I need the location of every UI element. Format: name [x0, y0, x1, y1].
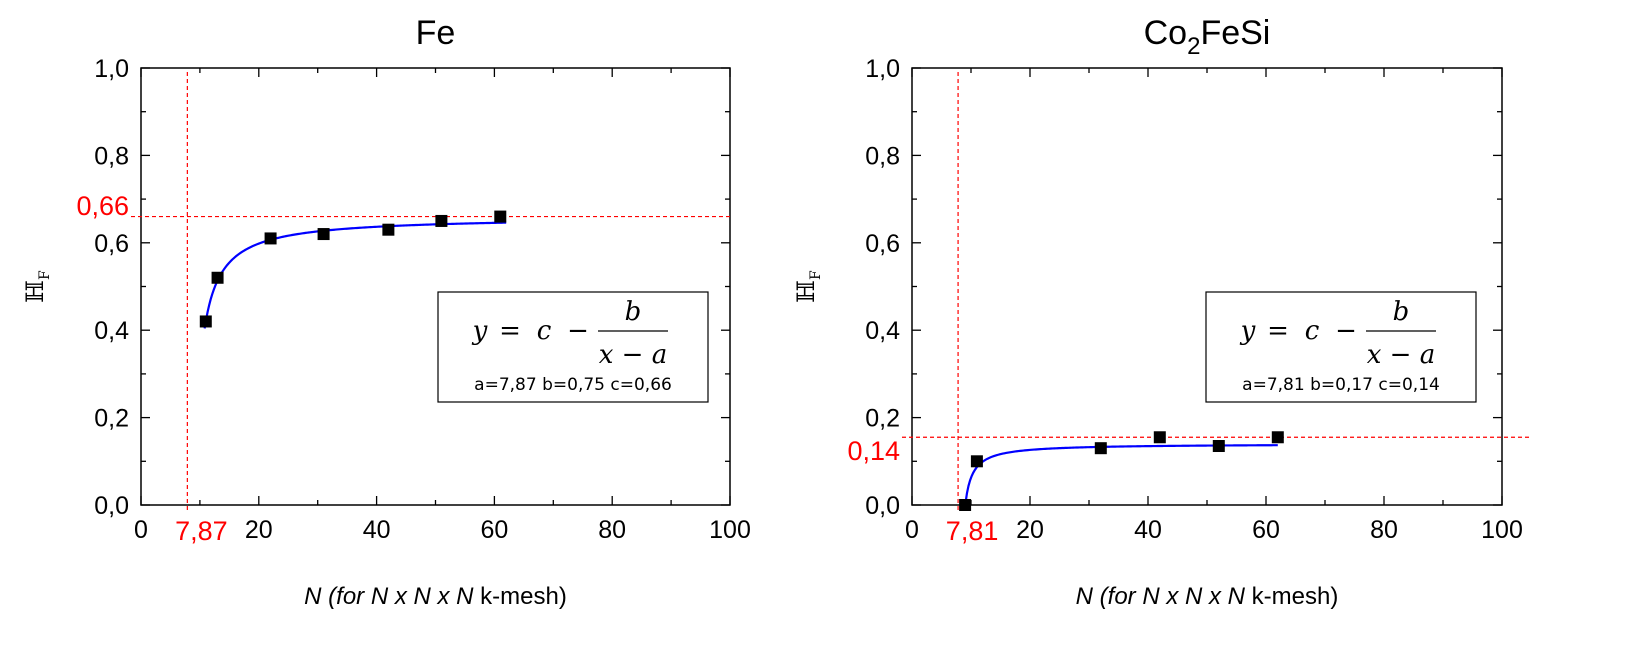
- y-axis-label: ℍF: [792, 270, 824, 303]
- asymptote-y-label: 0,66: [76, 191, 129, 221]
- chart-title: Fe: [416, 14, 456, 52]
- fit-parameters: a=7,87 b=0,75 c=0,66: [474, 375, 672, 395]
- formula-equals: =: [499, 316, 521, 346]
- chart-panel-1: Fe 0 20 40 60 80 100 0,0 0,2 0,4 0,6 0,8 1,0 ℍF N (for…: [21, 14, 751, 610]
- data-point: [435, 214, 448, 227]
- x-tick-label: 60: [480, 516, 508, 544]
- data-point: [264, 232, 277, 245]
- y-axis-label-main: ℍ: [21, 280, 49, 303]
- formula-box-frame: [437, 291, 709, 403]
- y-tick-label: 0,6: [865, 230, 900, 258]
- formula-y: y: [472, 316, 488, 346]
- y-tick-label: 0,8: [865, 142, 900, 170]
- fit-curve: [964, 444, 1278, 504]
- asymptote-x-label: 7,87: [175, 516, 228, 546]
- formula-denominator: x − a: [599, 340, 667, 370]
- formula-denominator: x − a: [1367, 340, 1435, 370]
- formula-box: y = c − b x − a a=7,87 b=0,75 c=0,66: [437, 291, 709, 403]
- plot-frame: [911, 67, 1503, 506]
- x-axis-label-plain: k-mesh): [474, 583, 567, 610]
- data-point: [1212, 440, 1225, 453]
- x-axis-label-italic: N (for N x N x N: [304, 583, 474, 610]
- x-tick-label: 20: [1016, 516, 1044, 544]
- chart-title: Co2FeSi: [1144, 14, 1271, 60]
- x-axis-label: N (for N x N x N k-mesh): [1076, 583, 1339, 610]
- formula-c: c: [1305, 316, 1320, 346]
- formula-box-frame: [1205, 291, 1477, 403]
- data-point: [1271, 431, 1284, 444]
- data-point: [1153, 431, 1166, 444]
- y-tick-label: 0,2: [865, 405, 900, 433]
- x-tick-label: 100: [709, 516, 751, 544]
- plot-frame: [140, 67, 731, 506]
- fit-parameters: a=7,81 b=0,17 c=0,14: [1242, 375, 1440, 395]
- formula-minus: −: [567, 316, 589, 346]
- x-tick-label: 0: [134, 516, 148, 544]
- x-tick-label: 0: [905, 516, 919, 544]
- chart-title-main: Fe: [416, 14, 456, 52]
- formula-box: y = c − b x − a a=7,81 b=0,17 c=0,14: [1205, 291, 1477, 403]
- chart-panel-2: Co2FeSi 0 20 40 60 80 100 0,0 0,2 0,4 0,6 0,8 1,0 ℍF N…: [792, 14, 1530, 610]
- data-point: [382, 223, 395, 236]
- y-tick-label: 0,2: [94, 405, 129, 433]
- x-axis-label: N (for N x N x N k-mesh): [304, 583, 567, 610]
- y-tick-label: 0,8: [94, 142, 129, 170]
- y-axis-label-subscript: F: [37, 270, 53, 280]
- fit-curve: [203, 221, 507, 329]
- formula-c: c: [537, 316, 552, 346]
- formula-equals: =: [1267, 316, 1289, 346]
- data-point: [317, 228, 330, 241]
- y-tick-label: 0,0: [865, 492, 900, 520]
- data-point: [970, 455, 983, 468]
- chart-title-tail: FeSi: [1200, 14, 1270, 52]
- formula-numerator: b: [625, 297, 642, 327]
- x-tick-label: 20: [245, 516, 273, 544]
- y-tick-label: 0,6: [94, 230, 129, 258]
- y-tick-label: 1,0: [94, 55, 129, 83]
- y-tick-label: 1,0: [865, 55, 900, 83]
- y-tick-label: 0,4: [865, 317, 900, 345]
- y-tick-label: 0,4: [94, 317, 129, 345]
- formula-numerator: b: [1393, 297, 1410, 327]
- x-tick-label: 60: [1252, 516, 1280, 544]
- data-point: [494, 210, 507, 223]
- formula-y: y: [1240, 316, 1256, 346]
- x-tick-label: 40: [363, 516, 391, 544]
- data-point: [1094, 442, 1107, 455]
- data-point: [199, 315, 212, 328]
- chart-title-subscript: 2: [1187, 33, 1200, 60]
- y-axis-label-main: ℍ: [792, 280, 820, 303]
- asymptote-x-label: 7,81: [946, 516, 999, 546]
- data-point: [959, 499, 972, 511]
- asymptote-y-label: 0,14: [847, 436, 900, 466]
- chart-title-main: Co: [1144, 14, 1187, 52]
- y-tick-label: 0,0: [94, 492, 129, 520]
- x-axis-label-italic: N (for N x N x N: [1076, 583, 1246, 610]
- formula-minus: −: [1335, 316, 1357, 346]
- x-tick-label: 40: [1134, 516, 1162, 544]
- y-axis-label-subscript: F: [808, 270, 824, 280]
- x-tick-label: 80: [598, 516, 626, 544]
- data-point: [211, 271, 224, 284]
- x-tick-label: 100: [1481, 516, 1523, 544]
- x-axis-label-plain: k-mesh): [1245, 583, 1338, 610]
- x-tick-label: 80: [1370, 516, 1398, 544]
- y-axis-label: ℍF: [21, 270, 53, 303]
